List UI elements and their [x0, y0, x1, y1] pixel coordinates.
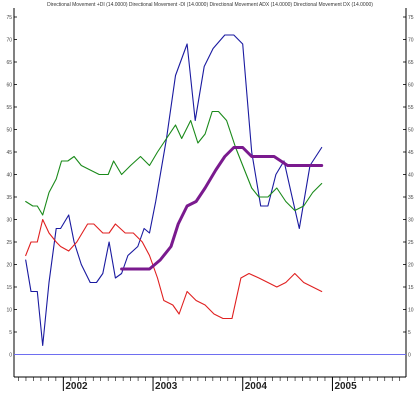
x-tick-label: 2004 — [245, 381, 268, 392]
x-tick-label: 2002 — [65, 381, 88, 392]
y-tick-label: 10 — [6, 307, 12, 313]
y-tick-label-right: 10 — [408, 307, 414, 313]
y-tick-label-right: 25 — [408, 240, 414, 246]
y-tick-label: 15 — [6, 285, 12, 291]
chart-title: Directional Movement +DI (14.0000) Direc… — [47, 2, 373, 8]
y-tick-label-right: 0 — [408, 352, 411, 358]
y-tick-label: 40 — [6, 172, 12, 178]
y-tick-label: 65 — [6, 60, 12, 66]
y-axis-right: 0 5 10 15 20 25 30 35 40 45 50 55 60 65 70 75 — [403, 15, 414, 358]
y-tick-label-right: 55 — [408, 105, 414, 111]
y-tick-label: 70 — [6, 37, 12, 43]
y-tick-label: 50 — [6, 127, 12, 133]
y-tick-label-right: 35 — [408, 195, 414, 201]
x-axis: 200220032004200520 — [18, 377, 401, 392]
x-tick-label: 2005 — [334, 381, 357, 392]
y-tick-label: 5 — [9, 330, 12, 336]
y-tick-label: 35 — [6, 195, 12, 201]
x-tick-label: 2003 — [155, 381, 178, 392]
y-tick-label: 20 — [6, 262, 12, 268]
series-line-3 — [25, 218, 323, 320]
series-line-2 — [25, 110, 323, 216]
y-tick-label: 55 — [6, 105, 12, 111]
y-tick-label-right: 20 — [408, 262, 414, 268]
y-tick-label-right: 75 — [408, 15, 414, 21]
y-tick-label-right: 40 — [408, 172, 414, 178]
y-tick-label: 0 — [9, 352, 12, 358]
y-tick-label-right: 5 — [408, 330, 411, 336]
y-tick-label: 75 — [6, 15, 12, 21]
y-tick-label-right: 65 — [408, 60, 414, 66]
series-lines — [25, 34, 324, 347]
series-line-4 — [120, 146, 324, 271]
y-tick-label: 25 — [6, 240, 12, 246]
y-axis-left: 0 5 10 15 20 25 30 35 40 45 50 55 60 65 70 75 — [6, 15, 17, 358]
y-tick-label-right: 30 — [408, 217, 414, 223]
y-tick-label-right: 45 — [408, 150, 414, 156]
y-tick-label-right: 70 — [408, 37, 414, 43]
y-tick-label: 45 — [6, 150, 12, 156]
series-line-1 — [25, 34, 323, 347]
y-tick-label: 60 — [6, 82, 12, 88]
y-tick-label: 30 — [6, 217, 12, 223]
y-tick-label-right: 60 — [408, 82, 414, 88]
y-tick-label-right: 50 — [408, 127, 414, 133]
y-tick-label-right: 15 — [408, 285, 414, 291]
